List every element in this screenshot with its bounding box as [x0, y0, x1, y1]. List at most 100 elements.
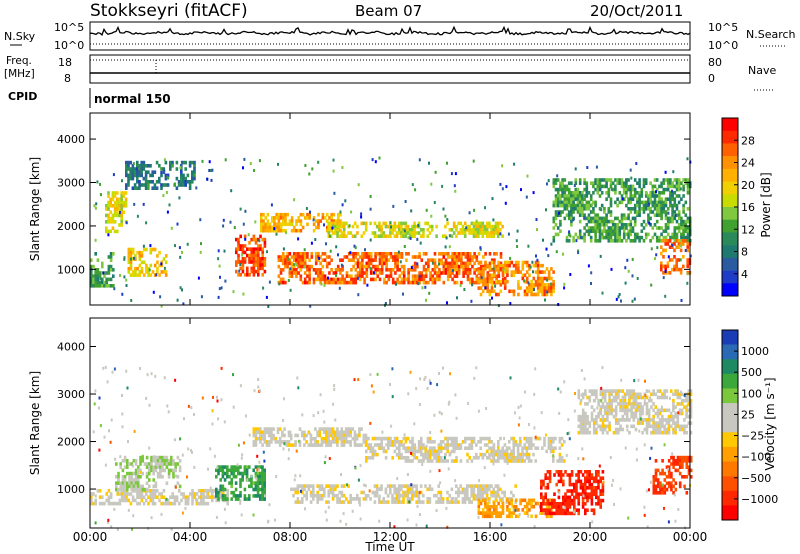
vel-cells-cell	[647, 418, 651, 422]
vel-cells-cell	[603, 411, 607, 416]
vel-cells-cell	[327, 433, 330, 438]
power-cells-cell	[314, 258, 318, 262]
vel-cells-cell	[608, 424, 611, 429]
power-cells-cell	[561, 178, 564, 182]
vel-cells-cell	[243, 487, 247, 492]
vel-cells-cell	[512, 456, 515, 460]
power-cells-cell	[420, 271, 424, 275]
power-cells-speckle	[648, 221, 651, 225]
vel-cells-cell	[674, 392, 677, 397]
vel-cells-cell	[384, 449, 388, 454]
vel-cells-cell	[590, 392, 594, 397]
vel-cells-cell	[391, 493, 394, 498]
power-cells-cell	[312, 277, 316, 282]
power-cells-cell	[103, 280, 106, 285]
vel-cells-cell	[606, 389, 609, 393]
power-cells-cell	[510, 270, 514, 274]
vel-cells-cell	[601, 430, 605, 435]
vel-cells-cell	[393, 497, 396, 501]
power-cells-cell	[105, 271, 108, 275]
vel-cells-cell	[123, 487, 127, 492]
power-cells-speckle	[163, 158, 166, 162]
power-cells-cell	[660, 207, 663, 211]
power-cells-cell	[616, 226, 619, 230]
power-cells-cell	[625, 223, 628, 227]
vel-cells-cell	[621, 389, 625, 393]
vel-cells-cell	[477, 498, 481, 503]
power-cells-cell	[673, 226, 677, 230]
power-cells-cell	[262, 225, 265, 230]
power-cells-cell	[321, 252, 325, 256]
vel-cells-cell	[661, 418, 664, 422]
vel-cells-cell	[494, 459, 498, 463]
vel-cells-cell	[338, 490, 341, 495]
power-cells-speckle	[547, 254, 550, 258]
power-cells-cell	[636, 200, 639, 205]
vel-cells-cell	[261, 436, 264, 441]
vel-cells-cell	[486, 456, 489, 460]
vel-cells-cell	[318, 487, 322, 492]
vel-cells-cell	[261, 430, 264, 435]
vel-cells-cell	[115, 487, 118, 492]
power-cells-cell	[339, 277, 342, 282]
vel-cells-cell	[492, 487, 495, 492]
vel-cells-cell	[577, 492, 580, 496]
vel-cells-cell	[287, 440, 291, 444]
power-cells-speckle	[542, 238, 544, 242]
vel-cells-cell	[287, 433, 291, 438]
vel-cells-cell	[340, 427, 344, 431]
power-cells-cell	[581, 203, 584, 208]
power-cells-speckle	[211, 168, 214, 172]
power-cells-cell	[385, 252, 388, 256]
power-cells-cell	[136, 186, 139, 190]
power-cells-cell	[433, 258, 437, 262]
power-cells-cell	[350, 258, 353, 262]
power-cells-speckle	[472, 159, 475, 163]
power-cells-cell	[118, 223, 121, 227]
vel-cells-cell	[170, 462, 173, 466]
vel-cells-cell	[490, 484, 493, 488]
vel-cells-cell	[455, 456, 458, 460]
vel-cells-cell	[307, 443, 311, 447]
vel-cells-cell	[560, 436, 564, 441]
vel-cells-cell	[610, 389, 614, 393]
power-cells-cell	[413, 231, 416, 235]
power-cells-cell	[530, 286, 533, 290]
vel-cells-cell	[446, 490, 449, 495]
power-cells-cell	[158, 250, 161, 255]
vel-cells-cell	[546, 486, 550, 490]
vel-cells-cell	[331, 436, 335, 441]
power-cells-cell	[120, 216, 123, 221]
power-cells-cell	[386, 224, 390, 229]
vel-cells-cell	[506, 514, 509, 519]
vel-cells-cell	[364, 433, 368, 438]
vel-cells-cell	[314, 443, 317, 447]
vel-cells-cell	[501, 449, 504, 454]
power-cells-cell	[338, 224, 342, 229]
power-cells-cell	[649, 207, 652, 211]
power-cells-cell	[547, 283, 551, 287]
power-cells-cell	[666, 242, 670, 246]
power-cells-cell	[385, 268, 388, 272]
vel-cells-cell	[592, 389, 596, 393]
vel-cells-cell	[553, 473, 556, 477]
vel-cells-cell	[485, 487, 489, 492]
vel-cells-cell	[676, 424, 680, 429]
power-cells-cell	[528, 283, 531, 287]
power-cells-cell	[263, 269, 267, 274]
power-cells-cell	[541, 263, 544, 268]
power-cells-cell	[481, 273, 485, 278]
vel-cells-cell	[586, 470, 589, 474]
power-cells-cell	[120, 213, 123, 218]
power-cells-cell	[576, 210, 580, 214]
vel-cells-cell	[519, 443, 522, 447]
vel-cells-cell	[272, 427, 275, 431]
power-cells-cell	[297, 252, 300, 256]
vel-cells-cell	[623, 418, 627, 422]
power-cells-cell	[257, 260, 260, 264]
power-cells-cell	[629, 187, 633, 192]
power-cells-cell	[686, 239, 690, 243]
power-cells-speckle	[494, 225, 497, 229]
vel-cells-cell	[479, 440, 482, 444]
power-cells-cell	[422, 280, 426, 285]
